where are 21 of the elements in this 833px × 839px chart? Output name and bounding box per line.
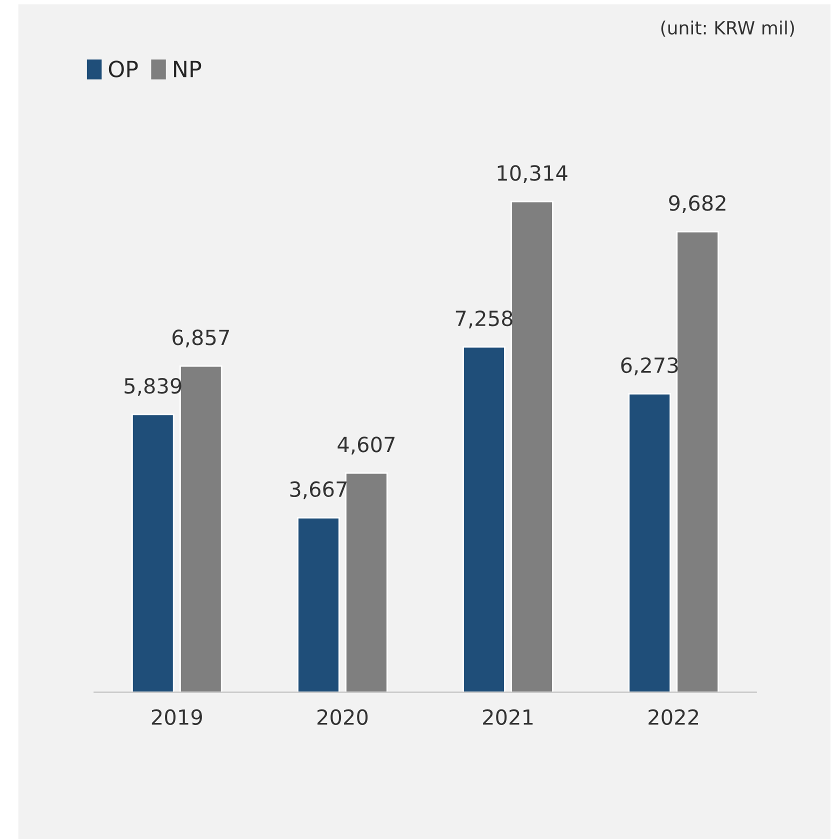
bar — [676, 230, 719, 692]
bar — [297, 517, 340, 692]
legend-label: OP — [108, 60, 138, 78]
text: (unit: KRW mil) — [661, 20, 794, 37]
data-label: 9,682 — [669, 195, 726, 214]
data-label: 3,667 — [290, 481, 346, 500]
x-tick-label: 2019 — [152, 709, 202, 725]
data-label: 10,314 — [498, 165, 568, 183]
bar — [462, 346, 506, 692]
x-tick-label: 2020 — [317, 709, 368, 725]
bar — [510, 200, 554, 692]
bar — [345, 472, 388, 692]
data-label: 6,857 — [172, 330, 229, 348]
x-tick-label: 2021 — [483, 709, 533, 725]
bar — [132, 414, 174, 692]
data-label: 4,607 — [338, 436, 395, 454]
bar — [628, 393, 671, 692]
bar — [180, 365, 222, 692]
x-tick-label: 2022 — [648, 709, 698, 725]
legend-label: NP — [174, 60, 202, 78]
data-label: 6,273 — [621, 357, 678, 376]
